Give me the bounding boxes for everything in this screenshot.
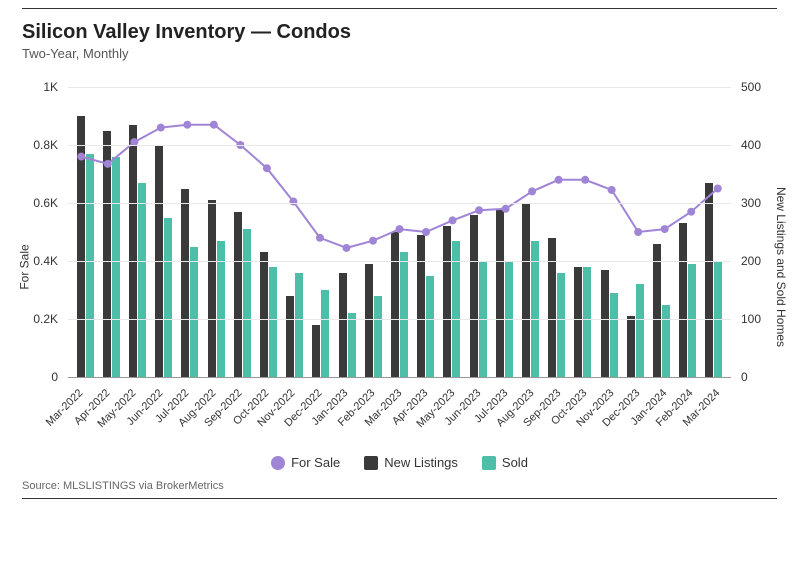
source-text: Source: MLSLISTINGS via BrokerMetrics	[22, 480, 777, 492]
y-left-tick: 0.6K	[33, 196, 58, 210]
x-axis-label: May-2022	[130, 387, 138, 395]
for-sale-marker	[661, 225, 669, 233]
legend-item-for_sale: For Sale	[271, 455, 340, 470]
x-axis-label: Jan-2024	[661, 387, 669, 395]
x-axis-label: Sep-2023	[555, 387, 563, 395]
for-sale-marker	[475, 206, 483, 214]
for-sale-marker	[422, 228, 430, 236]
x-axis-label: Jan-2023	[342, 387, 350, 395]
grid-line	[68, 87, 731, 88]
plot-inner	[68, 87, 731, 377]
x-axis-label: Mar-2022	[77, 387, 85, 395]
legend-item-sold: Sold	[482, 455, 528, 470]
x-axis-label: Apr-2022	[104, 387, 112, 395]
chart-subtitle: Two-Year, Monthly	[22, 46, 777, 61]
for-sale-marker	[581, 176, 589, 184]
x-axis-label: Nov-2023	[608, 387, 616, 395]
y-right-tick: 400	[741, 138, 761, 152]
for-sale-marker	[528, 187, 536, 195]
x-axis-label: Mar-2024	[714, 387, 722, 395]
for-sale-marker	[714, 185, 722, 193]
for-sale-marker	[608, 186, 616, 194]
for-sale-marker	[342, 244, 350, 252]
y-right-tick: 0	[741, 370, 748, 384]
for-sale-marker	[210, 121, 218, 129]
y-axis-right-title: New Listings and Sold Homes	[774, 187, 788, 347]
x-axis-label: Apr-2023	[422, 387, 430, 395]
x-axis-label: Aug-2022	[210, 387, 218, 395]
y-axis-left: For Sale 00.2K0.4K0.6K0.8K1K	[22, 87, 64, 447]
y-left-tick: 0	[51, 370, 58, 384]
y-right-tick: 300	[741, 196, 761, 210]
y-left-tick: 1K	[43, 80, 58, 94]
x-axis-label: May-2023	[449, 387, 457, 395]
x-axis-label: Nov-2022	[289, 387, 297, 395]
for-sale-marker	[104, 160, 112, 168]
for-sale-marker	[263, 164, 271, 172]
x-axis-labels: Mar-2022 Apr-2022 May-2022 Jun-2022 Jul-2022…	[68, 383, 731, 445]
chart-title: Silicon Valley Inventory — Condos	[22, 21, 777, 44]
x-axis-label: Oct-2022	[263, 387, 271, 395]
x-axis-label: Sep-2022	[236, 387, 244, 395]
x-axis-label: Mar-2023	[396, 387, 404, 395]
chart-area: For Sale 00.2K0.4K0.6K0.8K1K Mar-2022Apr…	[22, 87, 777, 447]
x-axis-label: Dec-2022	[316, 387, 324, 395]
for-sale-marker	[369, 237, 377, 245]
for-sale-marker	[77, 153, 85, 161]
for-sale-marker	[183, 121, 191, 129]
bottom-rule	[22, 498, 777, 499]
x-axis-label: Oct-2023	[581, 387, 589, 395]
y-axis-right: New Listings and Sold Homes 010020030040…	[735, 87, 777, 447]
grid-line	[68, 261, 731, 262]
legend-item-new_listings: New Listings	[364, 455, 458, 470]
x-axis-label: Jun-2022	[157, 387, 165, 395]
for-sale-marker	[502, 205, 510, 213]
y-right-tick: 200	[741, 254, 761, 268]
for-sale-marker	[157, 124, 165, 132]
legend-swatch	[364, 456, 378, 470]
for-sale-marker	[396, 225, 404, 233]
legend-label: New Listings	[384, 455, 458, 470]
legend: For Sale New Listings Sold	[22, 455, 777, 470]
y-right-tick: 100	[741, 312, 761, 326]
for-sale-marker	[449, 216, 457, 224]
y-left-tick: 0.8K	[33, 138, 58, 152]
for-sale-marker	[634, 228, 642, 236]
legend-swatch	[482, 456, 496, 470]
legend-swatch	[271, 456, 285, 470]
x-axis-label: Feb-2024	[687, 387, 695, 395]
y-left-tick: 0.2K	[33, 312, 58, 326]
for-sale-marker	[316, 234, 324, 242]
legend-label: For Sale	[291, 455, 340, 470]
x-axis-label: Jun-2023	[475, 387, 483, 395]
grid-line	[68, 319, 731, 320]
x-axis-label: Jul-2022	[183, 387, 191, 395]
x-axis-label: Aug-2023	[528, 387, 536, 395]
y-axis-left-title: For Sale	[18, 244, 32, 289]
line-series	[68, 87, 731, 377]
chart-header: Silicon Valley Inventory — Condos Two-Ye…	[22, 9, 777, 63]
for-sale-marker	[555, 176, 563, 184]
y-left-tick: 0.4K	[33, 254, 58, 268]
for-sale-marker	[289, 198, 297, 206]
grid-line	[68, 377, 731, 378]
grid-line	[68, 145, 731, 146]
plot: Mar-2022 Apr-2022 May-2022 Jun-2022 Jul-2022…	[68, 87, 731, 447]
legend-label: Sold	[502, 455, 528, 470]
grid-line	[68, 203, 731, 204]
x-axis-label: Dec-2023	[634, 387, 642, 395]
x-axis-label: Feb-2023	[369, 387, 377, 395]
for-sale-marker	[687, 208, 695, 216]
y-right-tick: 500	[741, 80, 761, 94]
x-axis-label: Jul-2023	[502, 387, 510, 395]
